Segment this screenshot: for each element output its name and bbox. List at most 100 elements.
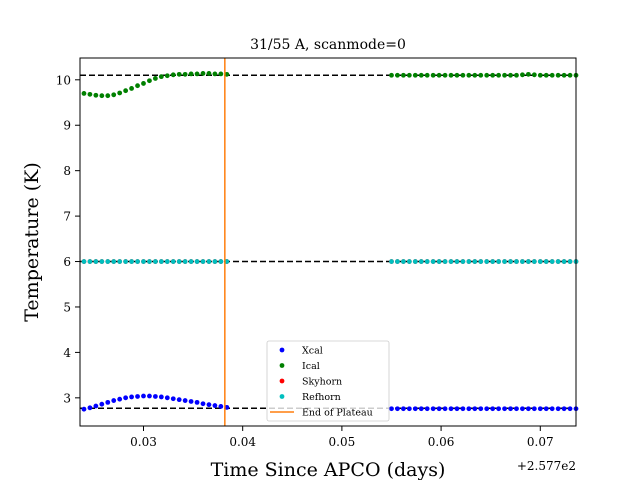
point-xcal: [117, 396, 123, 402]
point-ical: [117, 90, 123, 96]
point-ical: [442, 72, 448, 78]
point-ical: [158, 74, 164, 80]
point-xcal: [218, 404, 224, 409]
point-xcal: [406, 406, 412, 412]
point-ical: [135, 83, 140, 89]
point-refhorn: [406, 259, 412, 264]
point-xcal: [490, 406, 496, 412]
point-refhorn: [454, 259, 460, 264]
point-ical: [561, 72, 567, 78]
point-xcal: [206, 402, 212, 408]
point-refhorn: [395, 259, 400, 264]
legend-label-refhorn: Refhorn: [302, 392, 341, 403]
point-xcal: [194, 399, 200, 405]
point-refhorn: [141, 259, 146, 264]
point-xcal: [502, 406, 507, 412]
point-ical: [81, 91, 87, 96]
point-refhorn: [502, 259, 507, 264]
point-xcal: [454, 406, 460, 412]
plot-frame: [79, 57, 577, 427]
point-ical: [478, 72, 484, 78]
point-refhorn: [218, 259, 224, 264]
x-tick-label: 0.04: [229, 435, 256, 449]
point-xcal: [496, 406, 502, 412]
point-xcal: [478, 406, 484, 412]
point-ical: [176, 71, 182, 77]
point-ical: [484, 72, 490, 78]
point-ical: [218, 71, 224, 77]
point-xcal: [147, 393, 152, 399]
point-ical: [460, 72, 466, 78]
y-tick-label: 8: [63, 164, 71, 178]
point-xcal: [395, 406, 400, 412]
point-ical: [549, 72, 555, 78]
point-ical: [430, 72, 436, 78]
legend: Xcal Ical Skyhorn Refhorn End of Plateau: [266, 340, 390, 422]
point-refhorn: [430, 259, 436, 264]
point-xcal: [567, 406, 573, 412]
point-refhorn: [460, 259, 466, 264]
point-refhorn: [93, 259, 99, 264]
point-ical: [466, 72, 472, 78]
point-refhorn: [129, 259, 134, 264]
point-refhorn: [436, 259, 442, 264]
y-axis-ticks: 3 4 5 6 7 8 9 10: [56, 73, 80, 405]
point-ical: [99, 93, 105, 99]
point-xcal: [93, 403, 99, 409]
point-refhorn: [200, 259, 206, 264]
point-xcal: [472, 406, 478, 412]
point-xcal: [152, 394, 158, 399]
point-refhorn: [212, 259, 218, 264]
point-refhorn: [176, 259, 182, 264]
point-refhorn: [555, 259, 561, 264]
point-refhorn: [520, 259, 525, 264]
y-axis-label: Temperature (K): [21, 162, 43, 322]
series-refhorn: [81, 259, 579, 264]
y-tick-label: 6: [63, 255, 71, 269]
point-refhorn: [490, 259, 496, 264]
x-tick-label: 0.06: [428, 435, 455, 449]
point-ical: [520, 72, 525, 78]
y-tick-label: 9: [63, 119, 71, 133]
point-ical: [418, 72, 424, 78]
chart-title: 31/55 A, scanmode=0: [250, 37, 406, 53]
legend-label-xcal: Xcal: [302, 346, 323, 357]
point-xcal: [424, 406, 430, 412]
point-refhorn: [170, 259, 176, 264]
x-tick-label: 0.07: [527, 435, 554, 449]
point-ical: [537, 72, 543, 78]
point-xcal: [531, 406, 537, 412]
point-xcal: [561, 406, 567, 412]
point-refhorn: [484, 259, 490, 264]
point-xcal: [81, 406, 87, 412]
point-refhorn: [442, 259, 448, 264]
point-refhorn: [111, 259, 117, 264]
point-ical: [224, 71, 230, 77]
point-ical: [170, 72, 176, 78]
x-tick-label: 0.03: [130, 435, 157, 449]
point-xcal: [99, 401, 105, 407]
point-xcal: [466, 406, 472, 412]
point-xcal: [129, 394, 134, 400]
point-xcal: [182, 398, 188, 403]
point-refhorn: [188, 259, 194, 264]
point-ical: [525, 71, 531, 77]
legend-label-skyhorn: Skyhorn: [302, 377, 342, 388]
x-axis-label: Time Since APCO (days): [211, 459, 446, 480]
point-xcal: [555, 406, 561, 412]
point-refhorn: [123, 259, 129, 264]
point-refhorn: [87, 259, 93, 264]
point-xcal: [436, 406, 442, 412]
point-refhorn: [164, 259, 170, 264]
point-xcal: [430, 406, 436, 412]
point-ical: [400, 72, 406, 78]
point-ical: [502, 72, 507, 78]
point-xcal: [212, 403, 218, 408]
point-refhorn: [514, 259, 519, 264]
point-ical: [436, 72, 442, 78]
point-ical: [531, 72, 537, 78]
point-refhorn: [567, 259, 573, 264]
point-ical: [395, 72, 400, 78]
point-refhorn: [448, 259, 454, 264]
point-ical: [424, 72, 430, 78]
